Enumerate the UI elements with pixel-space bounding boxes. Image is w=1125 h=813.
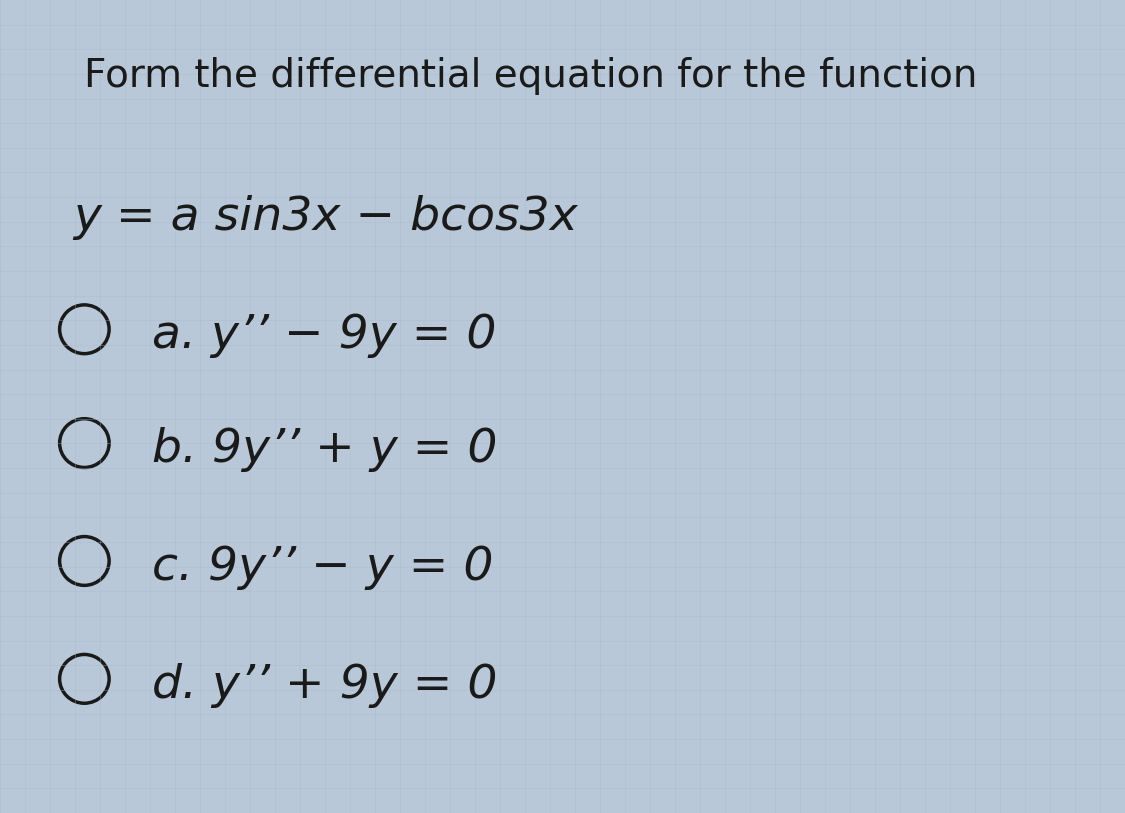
Text: a. y’’ − 9y = 0: a. y’’ − 9y = 0 — [152, 313, 496, 358]
Text: d. y’’ + 9y = 0: d. y’’ + 9y = 0 — [152, 663, 497, 707]
Text: y = a sin3x − bcos3x: y = a sin3x − bcos3x — [73, 195, 578, 240]
Text: Form the differential equation for the function: Form the differential equation for the f… — [84, 57, 978, 95]
Text: b. 9y’’ + y = 0: b. 9y’’ + y = 0 — [152, 427, 497, 472]
Text: c. 9y’’ − y = 0: c. 9y’’ − y = 0 — [152, 545, 494, 589]
